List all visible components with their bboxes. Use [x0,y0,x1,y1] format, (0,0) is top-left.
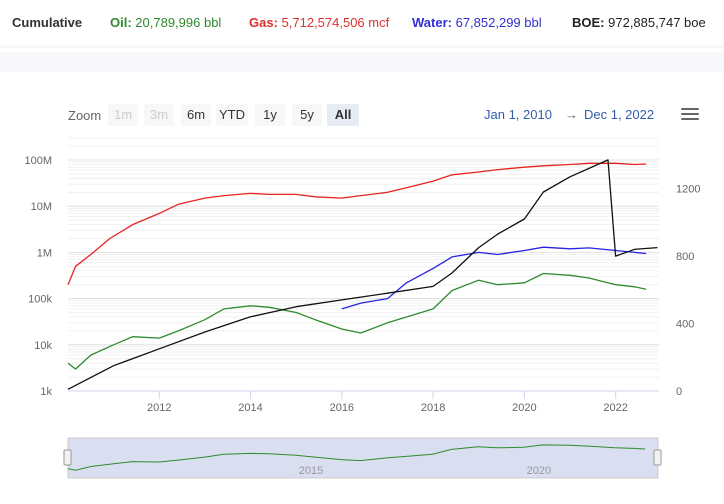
right-axis-tick-label: 400 [676,319,694,331]
chart-gridlines [68,137,659,392]
zoom-all-button[interactable]: All [327,104,359,126]
hamburger-menu-icon[interactable] [681,108,699,122]
water-summary: Water: 67,852,299 bbl [412,15,542,30]
x-axis: 2012 2014 2016 2018 2020 2022 [68,390,659,414]
boe-value: 972,885,747 boe [608,15,706,30]
left-axis-tick-label: 100k [28,294,52,306]
navigator-selection-mask [67,437,659,479]
x-axis-tick-label: 2022 [603,402,627,414]
x-axis-tick-label: 2012 [147,402,171,414]
water-label: Water: [412,15,452,30]
right-axis-tick-label: 800 [676,251,694,263]
range-navigator[interactable]: 2015 2020 [63,437,662,479]
zoom-ytd-button[interactable]: YTD [216,104,248,126]
zoom-1m-button[interactable]: 1m [108,104,138,126]
right-y-axis: 0 400 800 1200 [676,184,700,398]
right-axis-tick-label: 0 [676,386,682,398]
gas-label: Gas: [249,15,278,30]
range-from-date[interactable]: Jan 1, 2010 [484,107,552,122]
oil-label: Oil: [110,15,132,30]
cumulative-label: Cumulative [12,15,83,30]
navigator-right-handle[interactable] [653,449,662,466]
left-axis-tick-label: 10k [34,340,52,352]
water-value: 67,852,299 bbl [455,15,542,30]
x-axis-tick-label: 2016 [330,402,354,414]
oil-summary: Oil: 20,789,996 bbl [110,15,221,30]
boe-label: BOE: [572,15,605,30]
left-axis-tick-label: 10M [31,201,52,213]
header-divider-band [0,52,724,72]
left-axis-tick-label: 1M [37,247,52,259]
x-axis-tick-label: 2020 [512,402,536,414]
zoom-3m-button[interactable]: 3m [144,104,174,126]
chart-series [67,159,658,390]
zoom-6m-button[interactable]: 6m [181,104,211,126]
zoom-1y-button[interactable]: 1y [255,104,285,126]
navigator-oil-line [67,444,646,471]
water-series-line [341,246,647,310]
gas-series-line [67,162,647,285]
zoom-5y-button[interactable]: 5y [292,104,322,126]
zoom-label: Zoom [68,108,102,123]
x-axis-tick-label: 2014 [238,402,262,414]
navigator-left-handle[interactable] [63,449,72,466]
gas-summary: Gas: 5,712,574,506 mcf [249,15,389,30]
left-axis-tick-label: 1k [40,386,52,398]
gas-value: 5,712,574,506 mcf [281,15,390,30]
boe-series-line [67,159,658,390]
right-axis-tick-label: 1200 [676,184,700,196]
navigator-year-label: 2015 [299,465,323,477]
oil-value: 20,789,996 bbl [135,15,222,30]
cumulative-summary-bar: Cumulative Oil: 20,789,996 bbl Gas: 5,71… [0,0,724,46]
x-axis-tick-label: 2018 [421,402,445,414]
oil-series-line [67,272,647,370]
navigator-year-label: 2020 [527,465,551,477]
left-axis-tick-label: 100M [24,155,52,167]
range-separator-arrow: → [565,107,578,122]
left-y-axis: 1k 10k 100k 1M 10M 100M [24,155,52,398]
boe-summary: BOE: 972,885,747 boe [572,15,706,30]
range-to-date[interactable]: Dec 1, 2022 [584,107,655,122]
